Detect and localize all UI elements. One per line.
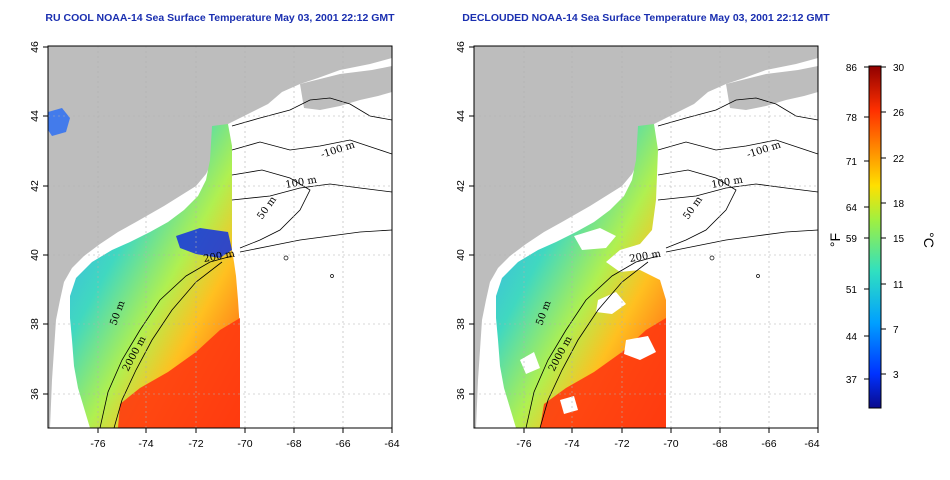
lon-tick: -64	[384, 438, 399, 450]
land-mass	[474, 46, 818, 428]
land-mass	[48, 46, 392, 428]
lat-tick: 42	[29, 180, 41, 192]
colorbar-fahrenheit-label: °F	[827, 233, 843, 247]
cloud-patch-blue	[176, 228, 232, 258]
cloud-gaps	[520, 228, 656, 414]
lat-tick: 42	[455, 180, 467, 192]
grid-lines	[48, 46, 392, 428]
lon-tick: -74	[138, 438, 153, 450]
colorbar-c-tick: 26	[893, 108, 905, 119]
lat-tick: 38	[455, 318, 467, 330]
colorbar-c-tick: 3	[893, 370, 899, 381]
lon-tick: -70	[663, 438, 678, 450]
lat-tick: 46	[29, 41, 41, 53]
colorbar-f-tick: 71	[846, 157, 858, 168]
lon-tick: -76	[516, 438, 531, 450]
lon-tick: -70	[237, 438, 252, 450]
map-frame	[47, 45, 393, 429]
lat-tick: 44	[455, 110, 467, 122]
colorbar-celsius-label: °C	[921, 232, 937, 248]
lat-tick: 36	[455, 388, 467, 400]
grid-lines	[474, 46, 818, 428]
cloud-patch-blue-north	[48, 108, 70, 136]
lat-tick: 36	[29, 388, 41, 400]
lon-tick: -76	[90, 438, 105, 450]
colorbar-f-tick: 51	[846, 285, 858, 296]
colorbar: 86 78 71 64 59 51 44 37 30 26 22 18 15 1…	[827, 63, 937, 409]
colorbar-f-tick: 44	[846, 332, 858, 343]
lat-axis: 36 38 40 42 44 46	[455, 41, 474, 400]
colorbar-c-tick: 30	[893, 63, 905, 74]
lat-tick: 38	[29, 318, 41, 330]
colorbar-f-tick: 86	[846, 63, 858, 74]
colorbar-gradient	[868, 65, 882, 409]
lon-tick: -64	[804, 438, 819, 450]
lon-tick: -68	[286, 438, 301, 450]
colorbar-c-tick: 22	[893, 154, 905, 165]
lon-tick: -66	[761, 438, 776, 450]
lon-tick: -66	[335, 438, 350, 450]
lat-tick: 40	[29, 249, 41, 261]
colorbar-c-tick: 15	[893, 234, 905, 245]
map-frame	[473, 45, 819, 429]
colorbar-c-tick: 18	[893, 199, 905, 210]
lon-axis: -76 -74 -72 -70 -68 -66 -64	[90, 428, 400, 450]
lon-axis: -76 -74 -72 -70 -68 -66 -64	[516, 428, 820, 450]
map-right: DECLOUDED NOAA-14 Sea Surface Temperatur…	[455, 12, 830, 450]
lon-tick: -72	[188, 438, 203, 450]
lat-axis: 36 38 40 42 44 46	[29, 41, 48, 400]
colorbar-c-tick: 7	[893, 325, 899, 336]
colorbar-f-tick: 59	[846, 234, 858, 245]
map-left: RU COOL NOAA-14 Sea Surface Temperature …	[29, 12, 400, 450]
colorbar-f-tick: 37	[846, 375, 858, 386]
map-left-title: RU COOL NOAA-14 Sea Surface Temperature …	[45, 12, 395, 24]
lat-tick: 40	[455, 249, 467, 261]
lat-tick: 46	[455, 41, 467, 53]
lon-tick: -74	[564, 438, 579, 450]
lon-tick: -72	[614, 438, 629, 450]
colorbar-f-tick: 64	[846, 203, 858, 214]
lat-tick: 44	[29, 110, 41, 122]
colorbar-f-tick: 78	[846, 113, 858, 124]
colorbar-c-tick: 11	[893, 280, 904, 291]
map-right-title: DECLOUDED NOAA-14 Sea Surface Temperatur…	[462, 12, 830, 24]
lon-tick: -68	[712, 438, 727, 450]
warm-core	[118, 318, 240, 428]
